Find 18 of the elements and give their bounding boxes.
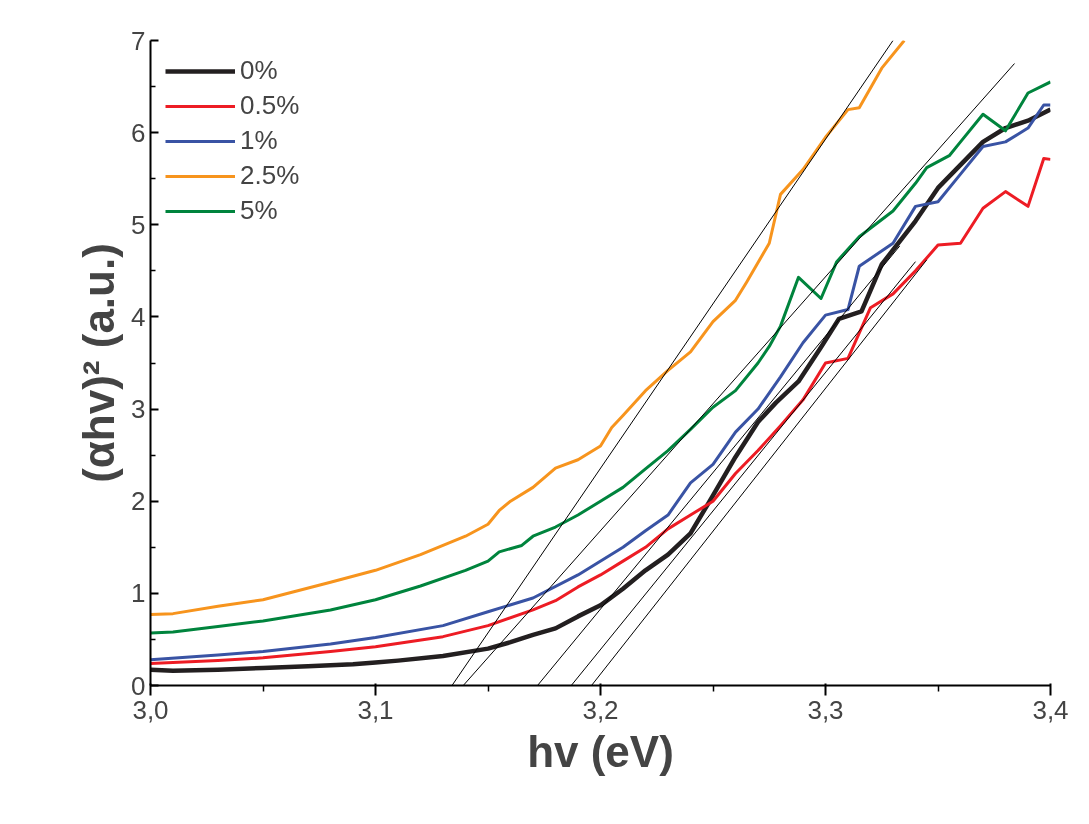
y-tick-label: 4 — [131, 301, 146, 332]
y-axis-title: (αhv)² (a.u.) — [74, 243, 124, 483]
legend-label: 0.5% — [240, 90, 300, 121]
x-tick-label: 3,2 — [582, 694, 619, 725]
legend-label: 5% — [240, 195, 278, 226]
legend-label: 2.5% — [240, 160, 300, 191]
x-tick-label: 3,3 — [807, 694, 844, 725]
x-tick-label: 3,4 — [1032, 694, 1069, 725]
y-tick-label: 5 — [131, 209, 146, 240]
x-tick-label: 3,1 — [357, 694, 394, 725]
y-tick-label: 6 — [131, 117, 146, 148]
legend-label: 1% — [240, 125, 278, 156]
y-tick-label: 2 — [131, 486, 146, 517]
x-axis-title: hv (eV) — [527, 726, 674, 776]
y-tick-label: 3 — [131, 394, 146, 425]
y-tick-label: 7 — [131, 25, 146, 56]
legend-label: 0% — [240, 55, 278, 86]
y-tick-label: 1 — [131, 578, 146, 609]
